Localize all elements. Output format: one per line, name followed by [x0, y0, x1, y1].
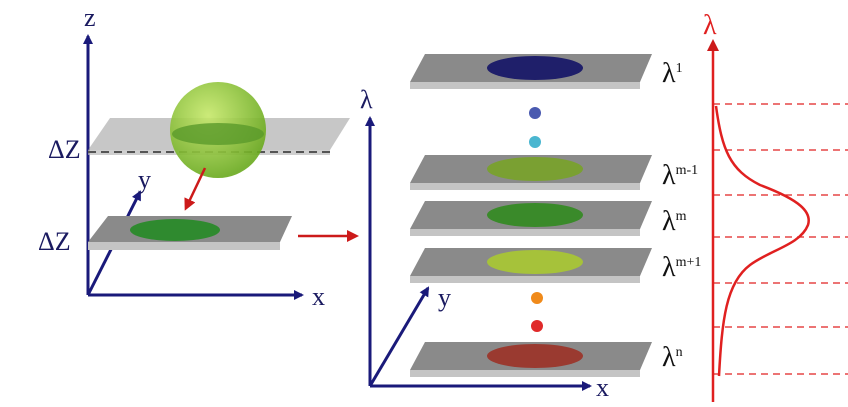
y-label: y [138, 165, 151, 194]
layer-label: λ1 [662, 58, 683, 89]
spectrum [707, 39, 848, 402]
section-ellipse [130, 219, 220, 241]
layer-label: λm+1 [662, 252, 701, 283]
lambda-label: λ [360, 85, 373, 114]
layer-label: λm [662, 206, 687, 237]
layer-label: λm-1 [662, 160, 698, 191]
z-label: z [84, 3, 96, 32]
slice-label: ΔZ [38, 227, 71, 256]
x-label: x [596, 373, 609, 402]
arrow [184, 167, 207, 211]
slice-label: ΔZ [48, 135, 81, 164]
x-label: x [312, 282, 325, 311]
lower-slice-edge [88, 242, 280, 250]
y-label: y [438, 283, 451, 312]
layer-label: λn [662, 342, 683, 373]
layer-labels: λ1 λm-1 λm λm+1 λn [662, 58, 701, 373]
sphere-section [172, 123, 264, 145]
right-axes [365, 116, 592, 391]
layers [410, 54, 652, 377]
spectrum-label: λ [703, 10, 717, 41]
